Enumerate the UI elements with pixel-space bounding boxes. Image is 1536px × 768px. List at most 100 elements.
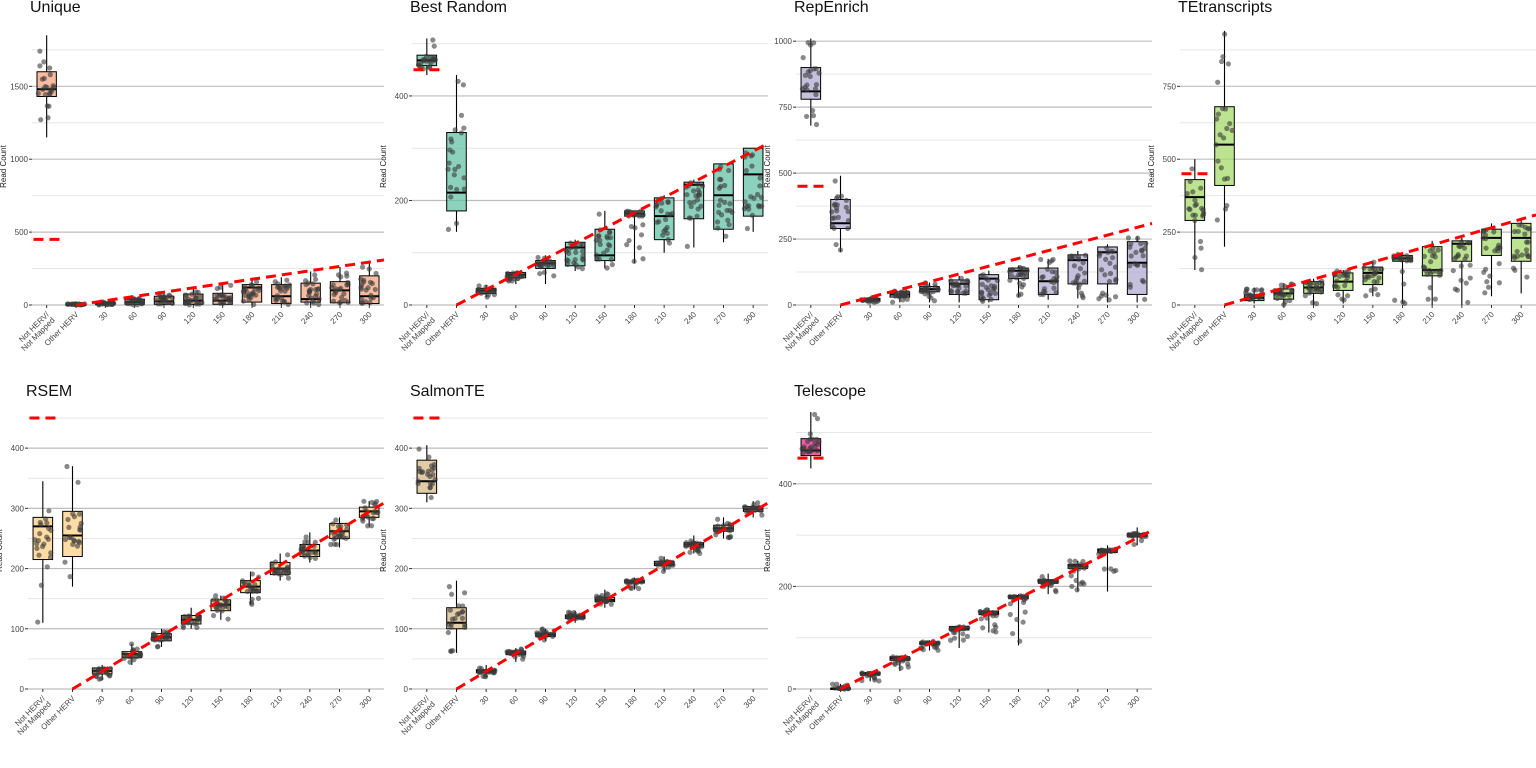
x-tick-label: 60 <box>1276 310 1289 323</box>
x-tick-label: 30 <box>97 310 110 323</box>
x-tick-label: 270 <box>329 310 345 326</box>
data-point <box>670 562 676 568</box>
x-tick-label: 180 <box>1007 694 1023 710</box>
data-point <box>332 535 338 541</box>
data-point <box>451 172 457 178</box>
data-point <box>344 273 350 279</box>
data-point <box>1104 245 1110 251</box>
data-point <box>342 297 348 304</box>
data-point <box>636 586 642 592</box>
data-point <box>1454 287 1460 293</box>
data-point <box>1020 619 1026 625</box>
data-point <box>1111 568 1117 574</box>
x-tick-label: 90 <box>921 310 934 323</box>
data-point <box>228 282 234 288</box>
data-point <box>124 300 131 307</box>
data-point <box>300 550 306 557</box>
data-point <box>285 575 292 581</box>
data-point <box>1041 577 1047 583</box>
data-point <box>875 671 881 677</box>
data-point <box>1103 292 1109 298</box>
data-point <box>1075 273 1081 279</box>
data-point <box>248 282 254 288</box>
data-point <box>339 530 346 536</box>
data-point <box>834 195 840 201</box>
expected-line-diagonal <box>1224 213 1536 307</box>
data-point <box>695 181 701 187</box>
data-point <box>40 543 46 550</box>
data-point <box>1125 235 1132 241</box>
data-point <box>963 283 969 289</box>
data-point <box>988 296 994 302</box>
data-point <box>155 301 161 307</box>
data-point <box>807 431 813 437</box>
data-point <box>110 300 117 306</box>
data-point <box>1192 197 1198 203</box>
data-point <box>658 555 664 561</box>
data-point <box>593 593 600 599</box>
data-point <box>1102 272 1108 278</box>
data-point <box>372 286 378 293</box>
data-point <box>445 226 452 233</box>
data-point <box>1341 297 1347 303</box>
data-point <box>158 295 165 301</box>
data-point <box>990 628 996 634</box>
data-point <box>448 194 454 200</box>
data-point <box>541 269 547 276</box>
data-point <box>1341 270 1348 277</box>
x-tick-label: 120 <box>948 694 964 710</box>
data-point <box>40 86 46 93</box>
data-point <box>459 609 465 615</box>
data-point <box>1467 262 1473 268</box>
x-tick-label: 90 <box>537 310 550 323</box>
data-point <box>724 207 730 214</box>
data-point <box>214 597 220 603</box>
data-point <box>1218 165 1224 171</box>
data-point <box>1318 289 1324 295</box>
data-point <box>564 257 570 263</box>
data-point <box>1101 566 1108 572</box>
data-point <box>1067 558 1073 564</box>
data-point <box>1430 245 1436 251</box>
data-point <box>1007 601 1013 607</box>
data-point <box>1372 271 1378 277</box>
data-point <box>1259 287 1265 293</box>
data-point <box>979 296 985 303</box>
data-point <box>155 643 161 650</box>
data-point <box>107 665 113 672</box>
data-point <box>1281 302 1287 308</box>
data-point <box>978 273 984 279</box>
data-point <box>980 625 986 631</box>
data-point <box>520 656 526 662</box>
data-point <box>718 212 725 218</box>
data-point <box>696 189 703 196</box>
data-point <box>1225 61 1231 67</box>
data-point <box>504 649 510 655</box>
data-point <box>45 525 52 531</box>
data-point <box>1458 263 1464 269</box>
data-point <box>837 247 844 253</box>
y-tick-label: 1000 <box>774 37 792 46</box>
data-point <box>78 527 84 533</box>
data-point <box>1141 262 1147 269</box>
data-point <box>278 571 284 577</box>
data-point <box>460 82 467 88</box>
data-point <box>42 91 49 98</box>
data-point <box>66 524 72 530</box>
data-point <box>816 70 822 76</box>
data-point <box>44 534 50 540</box>
x-tick-label: 60 <box>126 310 139 323</box>
data-point <box>458 130 465 136</box>
x-tick-label: 240 <box>1066 310 1082 326</box>
panel-title: Unique <box>30 0 81 16</box>
data-point <box>640 256 646 262</box>
data-point <box>212 296 218 302</box>
x-tick-label: 120 <box>182 310 198 326</box>
data-point <box>1023 273 1029 279</box>
data-point <box>482 673 488 679</box>
data-point <box>461 186 467 192</box>
data-point <box>1053 589 1059 595</box>
data-point <box>695 206 701 212</box>
data-point <box>1514 248 1520 255</box>
